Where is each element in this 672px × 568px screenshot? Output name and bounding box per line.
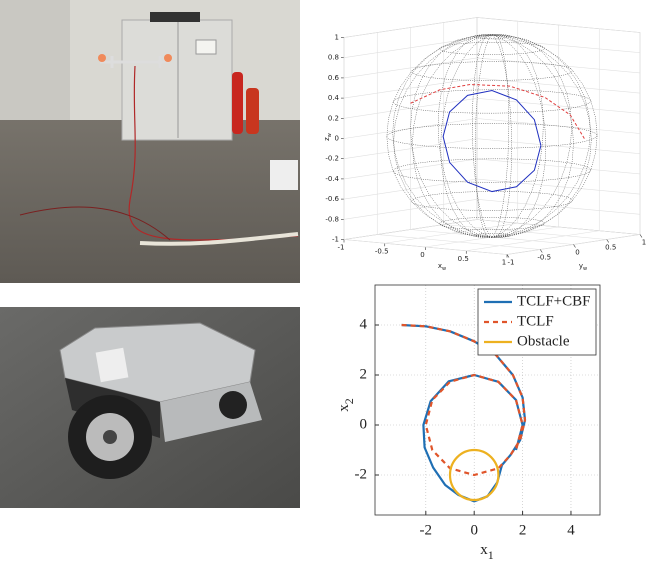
x-tick-label: 0.5 [458,255,469,263]
y-tick [540,249,543,253]
grid-line [343,239,508,255]
y-tick-label: 0.5 [605,244,616,252]
sphere-wire [386,34,493,238]
y-axis-label: yw [579,262,587,272]
z-tick-label: 1 [335,34,339,42]
sphere-wire [411,191,573,211]
y-tick-label: 2 [360,366,368,382]
x-label-sub: 1 [488,548,494,562]
y-label-base: y [579,262,583,270]
sphere-wire [491,34,592,238]
trajectory [410,83,586,140]
y-tick [506,254,510,258]
x-axis-label: xw [438,262,446,272]
obstacle [448,448,500,502]
z-axis-label: zw [323,133,333,141]
y-tick-label: -0.5 [537,254,551,262]
y-tick [573,244,576,248]
sphere-wire [491,34,572,238]
plot-frame [374,284,601,516]
sphere-wire [491,34,574,238]
sphere-wire [473,34,511,39]
y-tick-label: -2 [355,466,368,482]
legend-label: TCLF+CBF [517,293,590,309]
sphere-wire [411,61,573,81]
sphere-wire [439,216,545,230]
sphere-wire [491,34,544,238]
x-tick-label: 0 [420,251,424,259]
sphere-wire [472,34,493,238]
z-tick-label: -0.6 [325,195,339,203]
x-label-base: x [438,262,442,270]
sphere-wire [392,89,592,114]
photo-drone [0,0,300,283]
sphere-wire [474,34,493,238]
z-label-sub: w [327,133,333,137]
sphere-wire [491,34,547,238]
sphere-wire [437,34,493,238]
z-tick-label: -1 [332,236,339,244]
sphere-wire [491,34,512,238]
legend-label: TCLF [517,313,554,329]
sphere-wire [439,42,545,56]
x-axis-label: x1 [480,542,494,561]
z-tick-label: -0.4 [325,175,339,183]
photo-robot [0,307,300,508]
z-tick-label: -0.8 [325,215,339,223]
y-tick-label: 0 [575,249,579,257]
trajectory [442,90,542,193]
x-tick-label: -1 [338,244,345,252]
x-label-base: x [480,542,488,558]
z-tick-label: 0 [335,135,339,143]
sphere-wire [491,34,591,238]
sphere-plot: zw xw yw -1-0.8-0.6-0.4-0.200.20.40.60.8… [323,17,646,272]
sphere-wire [410,34,493,238]
x-tick-label: -0.5 [375,247,389,255]
sphere-wire [440,34,493,238]
trajectory [401,323,527,477]
x-label-sub: w [442,266,446,272]
z-tick-label: 0.8 [328,54,339,62]
x-tick-label: 2 [519,522,527,538]
z-tick-label: 0.2 [328,114,339,122]
x-tick-label: -2 [420,522,433,538]
z-tick-label: 0.4 [328,94,340,102]
sphere-wire [412,34,493,238]
sphere-wire [393,34,493,238]
x-tick-label: 1 [502,259,506,267]
y-tick [606,239,609,243]
y-tick-label: 4 [360,316,368,332]
y-tick-label: 0 [360,416,368,432]
sphere-wire [392,158,592,183]
sphere-wire [491,34,510,238]
z-tick-label: 0.6 [328,74,340,82]
y-axis-label: x2 [336,398,355,412]
y-label-base: x [336,404,352,412]
y-label-sub: 2 [342,398,356,404]
grid-line [443,224,607,240]
y-label-sub: w [583,266,587,272]
x-tick-label: 4 [567,522,575,538]
y-tick-label: -1 [508,259,515,267]
z-label-base: z [323,137,331,141]
grid-line [476,219,641,235]
y-tick [639,234,643,238]
sphere-wire [392,34,493,238]
legend-label: Obstacle [517,333,570,349]
y-tick-label: 1 [642,239,646,247]
x-tick-label: 0 [470,522,478,538]
z-tick-label: -0.2 [325,155,339,163]
grid-line [377,234,541,250]
